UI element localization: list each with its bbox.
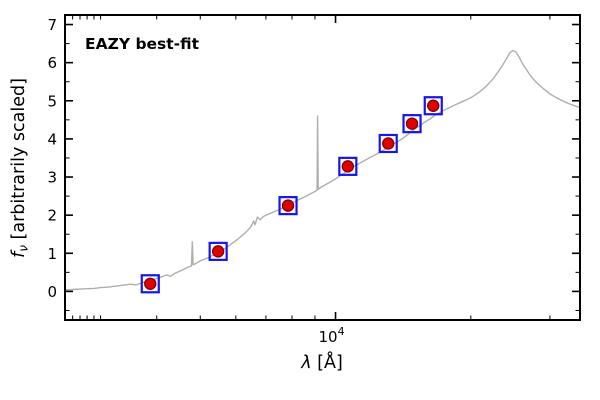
plot-layers: 0 1 2 3 4 5 6 7 104: [47, 15, 581, 346]
y-axis-label-f: f: [9, 249, 29, 258]
y-tick-label: 4: [47, 130, 57, 148]
photometry-square-marker: [402, 114, 422, 134]
photometry-square-marker: [278, 196, 298, 216]
photometry-square-marker: [338, 156, 358, 176]
photometry-square-marker: [423, 96, 443, 116]
photometry-point: [211, 245, 225, 258]
y-axis-label-nu-subscript: ν: [17, 245, 31, 252]
photometry-point: [405, 117, 419, 130]
y-tick-label: 1: [47, 245, 57, 263]
x-tick-label: 104: [318, 325, 344, 346]
y-axis-label: fν [arbitrarily scaled]: [9, 78, 31, 258]
photometry-point: [341, 160, 355, 173]
photometry-point: [382, 137, 395, 150]
y-tick-label: 7: [47, 16, 57, 34]
axes-frame: [64, 14, 581, 321]
photometry-point: [427, 99, 440, 112]
x-axis-label-lambda: λ: [300, 353, 311, 373]
y-tick-label: 6: [47, 54, 57, 72]
spectrum-line: [64, 49, 581, 291]
annotation-eazy-best-fit: EAZY best-fit: [85, 35, 200, 53]
photometry-square-marker: [378, 133, 398, 154]
y-tick-label: 5: [47, 92, 57, 110]
photometry-square-marker: [140, 274, 160, 294]
x-axis-label: λ [Å]: [300, 351, 343, 373]
y-axis-label-rest: [arbitrarily scaled]: [9, 78, 29, 245]
x-axis-label-unit: [Å]: [312, 351, 343, 373]
photometry-point: [281, 199, 295, 212]
y-tick-label: 3: [47, 169, 57, 187]
y-tick-label: 0: [47, 283, 57, 301]
photometry-square-marker: [208, 241, 228, 261]
y-tick-label: 2: [47, 207, 57, 225]
photometry-point: [144, 277, 157, 290]
